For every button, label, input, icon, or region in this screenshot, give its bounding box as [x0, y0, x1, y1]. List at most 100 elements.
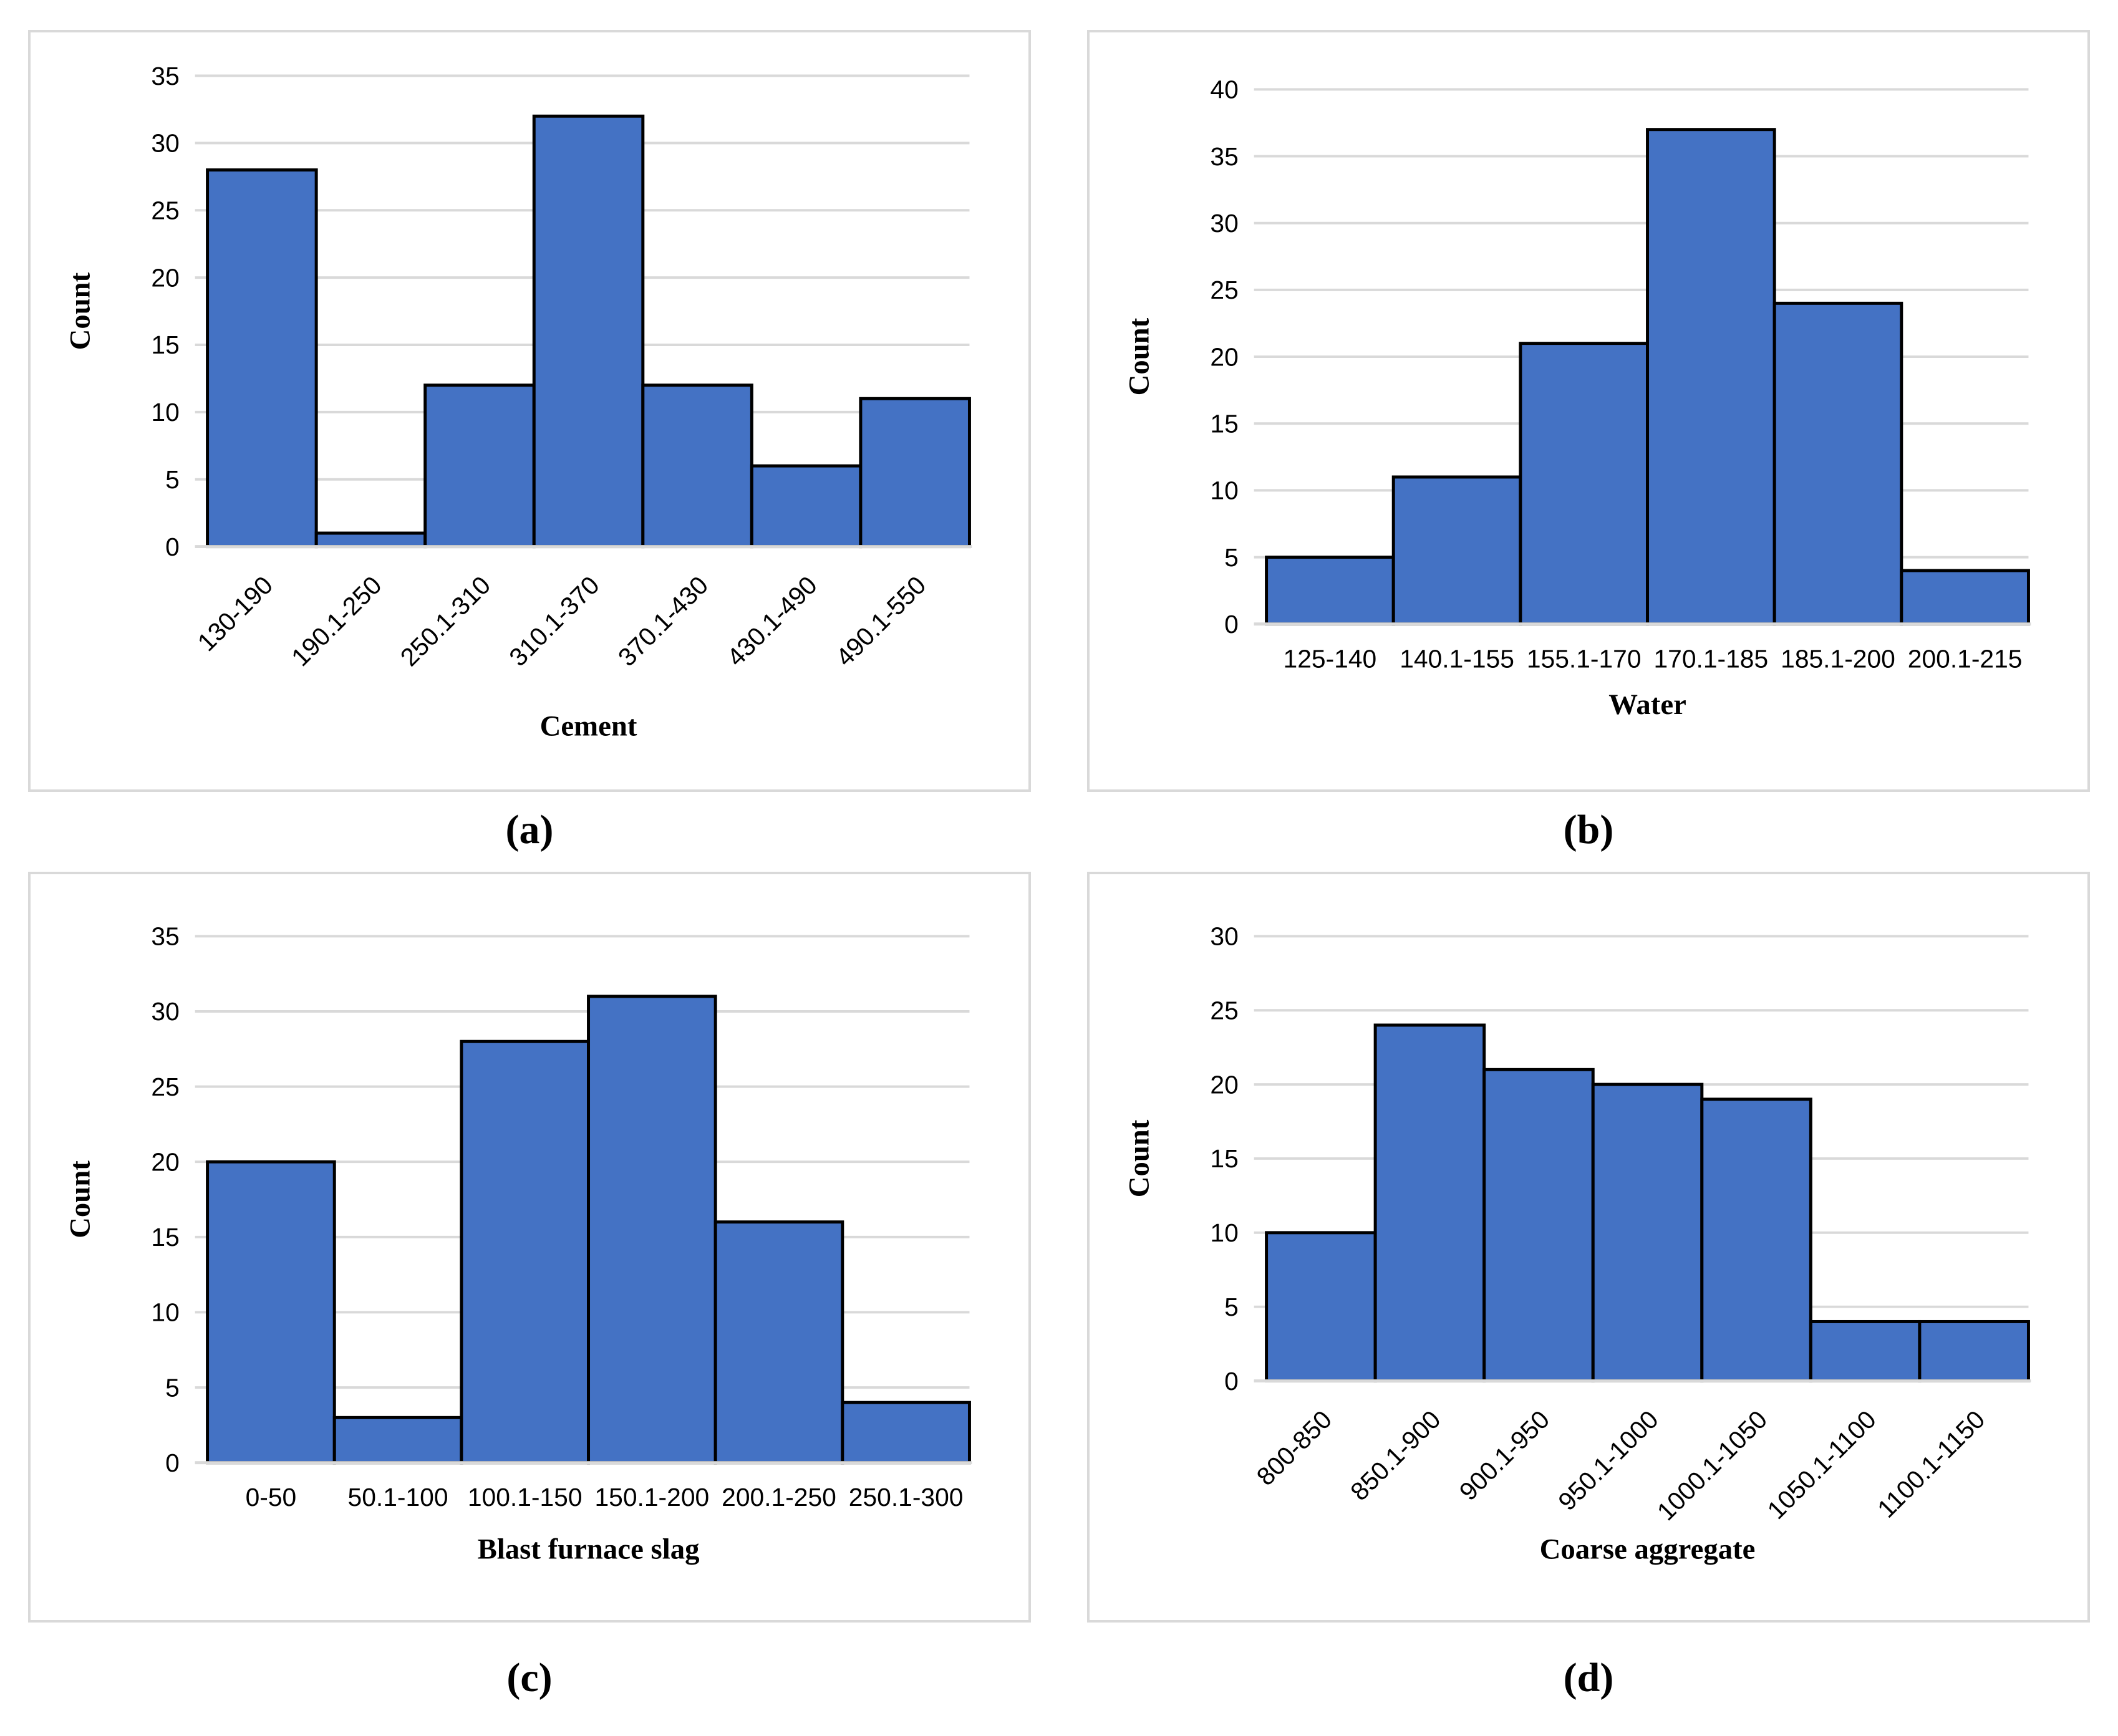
- figure-cell-b: 0 5 10 15 20 25 30 35 40 125-140 140.1-155 155.1-17…: [1059, 0, 2118, 872]
- x-tick-label: 1050.1-1100: [1762, 1405, 1882, 1525]
- x-tick-label: 250.1-300: [849, 1483, 964, 1512]
- y-axis-tick-labels: 0 5 10 15 20 25 30: [1210, 922, 1238, 1396]
- y-tick-label: 5: [1224, 543, 1239, 572]
- y-tick-label: 30: [1210, 922, 1238, 951]
- bar: [460, 1039, 591, 1465]
- y-tick-label: 30: [1210, 209, 1238, 238]
- caption-c-label: (c): [506, 1655, 553, 1700]
- y-tick-label: 25: [1210, 996, 1238, 1025]
- panel-water: 0 5 10 15 20 25 30 35 40 125-140 140.1-155 155.1-17…: [1087, 30, 2090, 792]
- x-tick-label: 190.1-250: [286, 571, 387, 672]
- y-tick-label: 5: [165, 1373, 180, 1402]
- x-tick-label: 370.1-430: [612, 571, 713, 672]
- x-tick-label: 490.1-550: [830, 571, 931, 672]
- panel-blast-furnace-slag: 0 5 10 15 20 25 30 35 0-50 50.1-100 100.1-150 150.1…: [28, 872, 1031, 1623]
- y-tick-label: 0: [1224, 610, 1239, 639]
- x-tick-label: 130-190: [192, 571, 278, 657]
- figure-cell-a: 0 5 10 15 20 25 30 35 130-190 190.1-250 250.1-310 3…: [0, 0, 1059, 872]
- bar: [206, 168, 318, 549]
- y-tick-label: 10: [1210, 476, 1238, 505]
- bar: [1900, 569, 2030, 626]
- bar: [1772, 301, 1903, 626]
- histogram-water: 0 5 10 15 20 25 30 35 40 125-140 140.1-155 155.1-17…: [1123, 75, 2031, 721]
- y-tick-label: 0: [1224, 1367, 1239, 1396]
- x-tick-label: 310.1-370: [503, 571, 604, 672]
- x-axis-title: Cement: [540, 710, 637, 743]
- bars: [206, 114, 971, 549]
- bar: [1918, 1319, 2030, 1383]
- x-tick-label: 900.1-950: [1454, 1405, 1555, 1506]
- bar: [713, 1220, 844, 1465]
- bar: [314, 531, 427, 549]
- y-tick-label: 5: [165, 465, 180, 494]
- caption-b: (b): [1564, 792, 1614, 868]
- bar: [641, 383, 753, 549]
- x-tick-label: 430.1-490: [721, 571, 822, 672]
- bar: [1646, 128, 1776, 626]
- y-tick-label: 35: [151, 922, 179, 951]
- x-tick-label: 150.1-200: [595, 1483, 710, 1512]
- y-tick-label: 40: [1210, 75, 1238, 104]
- x-tick-label: 950.1-1000: [1552, 1405, 1663, 1516]
- y-tick-label: 25: [151, 1073, 179, 1101]
- bars: [206, 995, 971, 1465]
- y-tick-label: 15: [151, 1223, 179, 1251]
- y-tick-label: 10: [151, 398, 179, 427]
- y-tick-label: 35: [151, 62, 179, 90]
- y-tick-label: 20: [1210, 342, 1238, 371]
- figure-cell-c: 0 5 10 15 20 25 30 35 0-50 50.1-100 100.1-150 150.1…: [0, 872, 1059, 1736]
- panel-coarse-aggregate: 0 5 10 15 20 25 30 800-850 850.1-900 900.1-950 950…: [1087, 872, 2090, 1623]
- y-axis-tick-labels: 0 5 10 15 20 25 30 35 40: [1210, 75, 1238, 639]
- caption-b-label: (b): [1563, 807, 1614, 852]
- caption-d: (d): [1564, 1623, 1614, 1734]
- bar: [423, 383, 536, 549]
- x-tick-label: 100.1-150: [468, 1483, 583, 1512]
- bar: [1519, 342, 1650, 626]
- bar: [1591, 1083, 1704, 1383]
- y-tick-label: 0: [165, 533, 180, 561]
- y-axis-title: Count: [64, 272, 96, 350]
- caption-a-label: (a): [505, 807, 554, 852]
- bar: [332, 1415, 463, 1465]
- bar: [587, 995, 717, 1465]
- bar: [1482, 1068, 1595, 1383]
- y-tick-label: 20: [151, 1147, 179, 1176]
- x-axis-tick-labels: 0-50 50.1-100 100.1-150 150.1-200 200.1-250 2…: [246, 1483, 964, 1512]
- x-axis-tick-labels: 130-190 190.1-250 250.1-310 310.1-370 370.1-…: [192, 571, 932, 672]
- y-tick-label: 15: [1210, 410, 1238, 438]
- y-axis-title: Count: [1123, 1119, 1155, 1197]
- x-tick-label: 140.1-155: [1400, 644, 1514, 673]
- bar: [1265, 556, 1395, 626]
- bar: [532, 114, 645, 549]
- panel-cement: 0 5 10 15 20 25 30 35 130-190 190.1-250 250.1-310 3…: [28, 30, 1031, 792]
- y-tick-label: 5: [1224, 1293, 1239, 1321]
- histogram-coarse-aggregate: 0 5 10 15 20 25 30 800-850 850.1-900 900.1-950950…: [1123, 922, 2031, 1566]
- y-tick-label: 15: [151, 330, 179, 359]
- x-tick-label: 125-140: [1284, 644, 1377, 673]
- x-tick-label: 170.1-185: [1654, 644, 1769, 673]
- x-tick-label: 800-850: [1251, 1405, 1337, 1491]
- x-tick-label: 200.1-250: [722, 1483, 836, 1512]
- y-axis-tick-labels: 0 5 10 15 20 25 30 35: [151, 922, 179, 1477]
- bar: [750, 464, 863, 549]
- y-tick-label: 30: [151, 997, 179, 1026]
- bar: [1700, 1097, 1812, 1383]
- x-axis-title: Water: [1608, 688, 1686, 721]
- bar: [1809, 1319, 1922, 1383]
- bar: [1373, 1023, 1486, 1383]
- bar: [841, 1401, 971, 1465]
- bar: [1265, 1231, 1377, 1383]
- x-tick-label: 1100.1-1150: [1872, 1405, 1990, 1523]
- x-axis-tick-labels: 800-850 850.1-900 900.1-950950.1-10001000.…: [1251, 1405, 1991, 1526]
- caption-a: (a): [506, 792, 554, 868]
- bar: [1391, 475, 1522, 626]
- y-tick-label: 10: [151, 1298, 179, 1327]
- y-tick-label: 15: [1210, 1144, 1238, 1173]
- y-tick-label: 35: [1210, 142, 1238, 171]
- y-tick-label: 0: [165, 1449, 180, 1477]
- y-axis-title: Count: [64, 1160, 96, 1238]
- caption-d-label: (d): [1563, 1655, 1614, 1700]
- x-tick-label: 200.1-215: [1908, 644, 2023, 673]
